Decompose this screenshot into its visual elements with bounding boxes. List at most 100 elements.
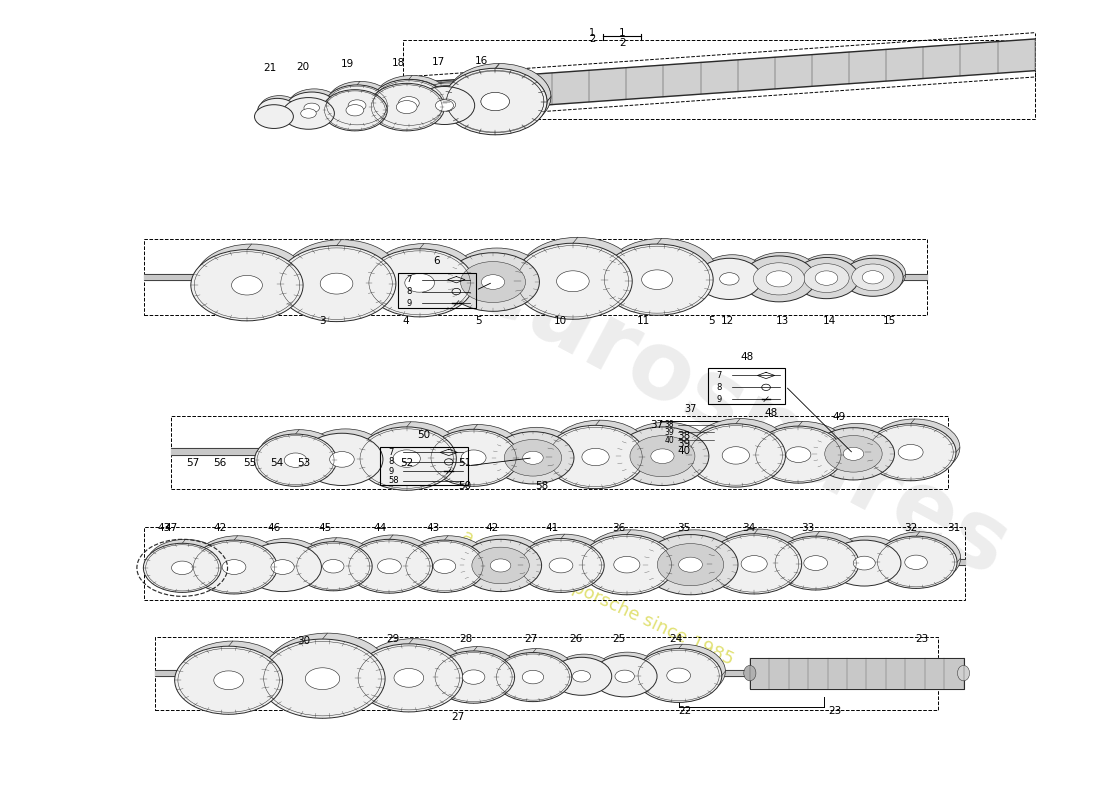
Ellipse shape	[428, 430, 519, 486]
Ellipse shape	[472, 547, 529, 584]
Ellipse shape	[741, 556, 767, 572]
Text: 1: 1	[619, 28, 626, 38]
Ellipse shape	[686, 424, 785, 487]
Ellipse shape	[745, 252, 818, 298]
Text: 41: 41	[546, 523, 559, 534]
Ellipse shape	[304, 103, 319, 113]
Text: 40: 40	[678, 446, 691, 457]
Ellipse shape	[461, 450, 486, 466]
Text: 9: 9	[388, 467, 394, 476]
Ellipse shape	[521, 534, 607, 588]
Ellipse shape	[744, 666, 756, 681]
Ellipse shape	[879, 532, 960, 584]
Bar	[144, 526, 965, 599]
Text: 7: 7	[407, 275, 412, 284]
Text: 28: 28	[460, 634, 473, 644]
Text: 3: 3	[319, 316, 326, 326]
Text: 32: 32	[904, 523, 917, 534]
Ellipse shape	[582, 448, 609, 466]
Ellipse shape	[504, 439, 562, 476]
Ellipse shape	[284, 453, 307, 467]
Ellipse shape	[905, 555, 927, 570]
Ellipse shape	[438, 99, 455, 110]
Ellipse shape	[377, 559, 402, 574]
Ellipse shape	[719, 273, 739, 285]
Text: 45: 45	[318, 523, 331, 534]
Ellipse shape	[583, 530, 679, 590]
Ellipse shape	[350, 535, 436, 589]
Ellipse shape	[398, 97, 419, 110]
Ellipse shape	[326, 86, 390, 127]
Text: 21: 21	[263, 63, 276, 74]
Ellipse shape	[191, 250, 304, 321]
Polygon shape	[404, 39, 1035, 115]
Ellipse shape	[324, 85, 389, 126]
Text: 43: 43	[426, 523, 439, 534]
Ellipse shape	[260, 96, 299, 119]
Ellipse shape	[432, 651, 515, 703]
Text: 23: 23	[915, 634, 928, 644]
Ellipse shape	[404, 540, 485, 592]
Ellipse shape	[433, 559, 455, 574]
Text: 1: 1	[590, 29, 595, 38]
Bar	[707, 368, 785, 404]
Ellipse shape	[754, 263, 805, 295]
Ellipse shape	[286, 92, 338, 124]
Ellipse shape	[899, 445, 923, 460]
Text: 25: 25	[613, 634, 626, 644]
Text: 48: 48	[740, 352, 754, 362]
Ellipse shape	[370, 244, 477, 312]
Ellipse shape	[630, 436, 695, 477]
Ellipse shape	[711, 529, 805, 590]
Text: 47: 47	[165, 523, 178, 534]
Ellipse shape	[179, 641, 287, 709]
Bar	[379, 446, 469, 485]
Ellipse shape	[815, 271, 838, 286]
Ellipse shape	[497, 649, 575, 698]
Ellipse shape	[615, 670, 635, 682]
Ellipse shape	[432, 425, 522, 482]
Ellipse shape	[222, 560, 246, 574]
Text: 16: 16	[474, 56, 487, 66]
Polygon shape	[144, 274, 927, 281]
Ellipse shape	[845, 255, 905, 293]
Ellipse shape	[757, 422, 848, 478]
Text: 8: 8	[407, 287, 412, 296]
Text: 13: 13	[776, 316, 789, 326]
Text: 19: 19	[341, 59, 354, 70]
Text: a passion for porsche since 1985: a passion for porsche since 1985	[459, 527, 737, 669]
Ellipse shape	[462, 670, 485, 684]
Ellipse shape	[258, 430, 340, 482]
Ellipse shape	[328, 82, 393, 122]
Ellipse shape	[601, 244, 713, 315]
Text: 10: 10	[553, 316, 566, 326]
Ellipse shape	[348, 100, 366, 111]
Ellipse shape	[551, 658, 612, 695]
Ellipse shape	[614, 556, 640, 573]
Text: 8: 8	[388, 458, 394, 466]
Ellipse shape	[143, 543, 221, 592]
Ellipse shape	[491, 559, 510, 572]
Text: 35: 35	[678, 523, 691, 534]
Ellipse shape	[254, 105, 294, 129]
Ellipse shape	[592, 656, 657, 697]
Ellipse shape	[786, 446, 811, 462]
Text: eurospares: eurospares	[453, 235, 1023, 597]
Ellipse shape	[283, 98, 334, 130]
Ellipse shape	[359, 638, 468, 706]
Text: 31: 31	[947, 523, 960, 534]
Polygon shape	[750, 658, 964, 689]
Ellipse shape	[580, 534, 674, 594]
Text: 51: 51	[459, 458, 472, 468]
Text: 37: 37	[684, 404, 696, 414]
Text: 7: 7	[388, 448, 394, 457]
Ellipse shape	[254, 434, 337, 486]
Text: 9: 9	[716, 394, 722, 404]
Text: 5: 5	[707, 316, 714, 326]
Ellipse shape	[436, 100, 453, 111]
Ellipse shape	[777, 531, 862, 586]
Text: 23: 23	[828, 706, 842, 716]
Ellipse shape	[843, 258, 903, 296]
Text: 30: 30	[298, 636, 310, 646]
Ellipse shape	[658, 544, 724, 586]
